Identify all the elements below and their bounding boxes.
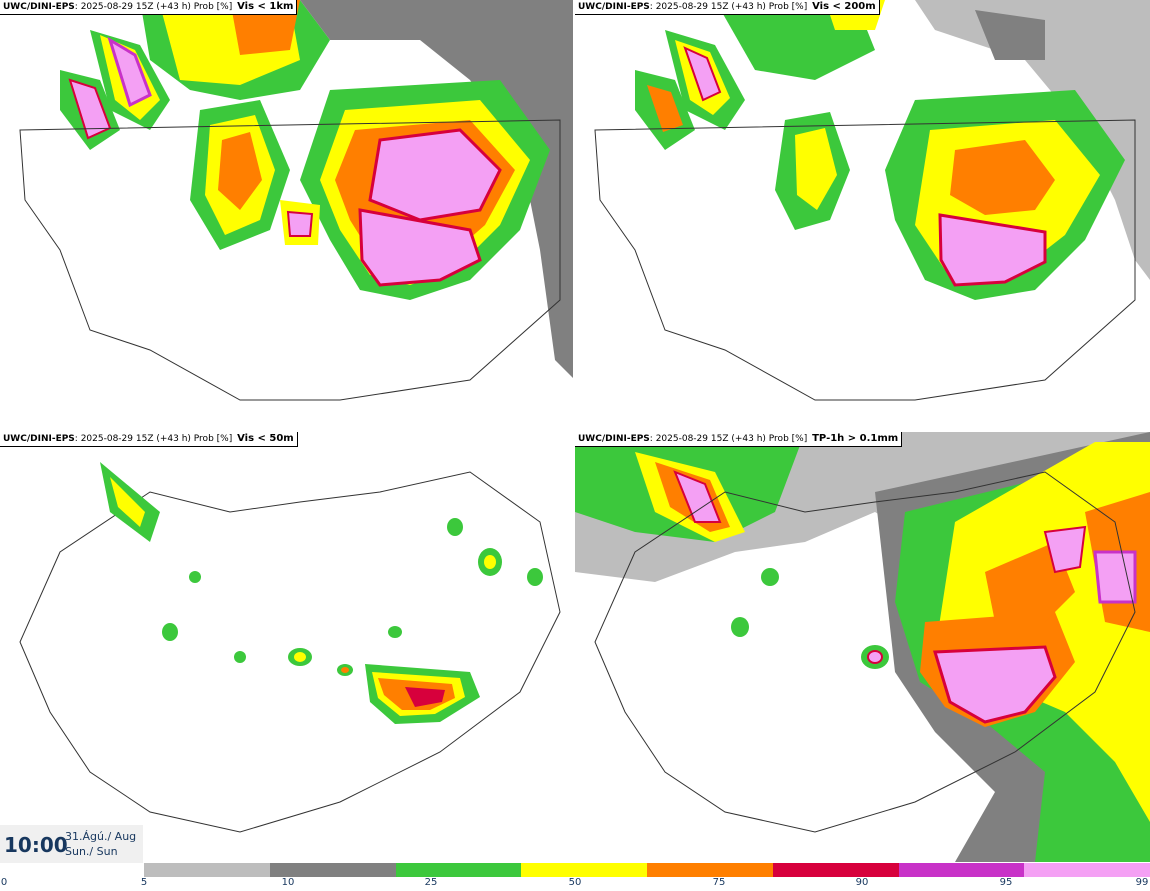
map-panel-vis-50m: UWC/DINI-EPS: 2025-08-29 15Z (+43 h) Pro…: [0, 432, 575, 862]
probability-map: [19, 462, 561, 833]
map-panel-vis-1km: UWC/DINI-EPS: 2025-08-29 15Z (+43 h) Pro…: [0, 0, 575, 430]
colorbar-segment: [772, 863, 899, 877]
colorbar-tick-label: 50: [568, 877, 582, 888]
panel-header: UWC/DINI-EPS: 2025-08-29 15Z (+43 h) Pro…: [575, 0, 880, 15]
colorbar-segment: [1024, 863, 1150, 877]
panel-header: UWC/DINI-EPS: 2025-08-29 15Z (+43 h) Pro…: [575, 432, 903, 447]
colorbar-ticks: 0 5 10 25 50 75 90 95 99: [0, 877, 1150, 891]
colorbar-segment: [144, 863, 270, 877]
colorbar-tick-label: 99: [1135, 877, 1149, 888]
colorbar-tick-label: 75: [712, 877, 726, 888]
map-panel-tp-1h: UWC/DINI-EPS: 2025-08-29 15Z (+43 h) Pro…: [575, 432, 1150, 862]
valid-time: 10:00: [4, 833, 68, 857]
panel-header: UWC/DINI-EPS: 2025-08-29 15Z (+43 h) Pro…: [0, 432, 298, 447]
colorbar-segment: [898, 863, 1025, 877]
colorbar-segment: [395, 863, 522, 877]
colorbar-tick-label: 90: [855, 877, 869, 888]
map-panel-vis-200m: UWC/DINI-EPS: 2025-08-29 15Z (+43 h) Pro…: [575, 0, 1150, 430]
colorbar-tick-label: 25: [424, 877, 438, 888]
panel-header: UWC/DINI-EPS: 2025-08-29 15Z (+43 h) Pro…: [0, 0, 298, 15]
valid-date: 31.Ágú./ Aug: [65, 830, 137, 843]
colorbar-tick-label: 95: [999, 877, 1013, 888]
probability-map: [575, 432, 1150, 862]
probability-map: [594, 0, 1150, 401]
colorbar-tick-label: 10: [281, 877, 295, 888]
valid-time-box: 10:00 31.Ágú./ Aug Sun./ Sun: [0, 825, 143, 863]
colorbar: [144, 863, 1150, 877]
valid-weekday: Sun./ Sun: [65, 845, 118, 858]
colorbar-segment: [647, 863, 773, 877]
colorbar-tick-label: 0: [0, 877, 8, 888]
panel-divider: [573, 0, 575, 862]
colorbar-segment: [269, 863, 396, 877]
colorbar-tick-label: 5: [140, 877, 148, 888]
colorbar-segment: [521, 863, 647, 877]
probability-map: [19, 0, 575, 401]
